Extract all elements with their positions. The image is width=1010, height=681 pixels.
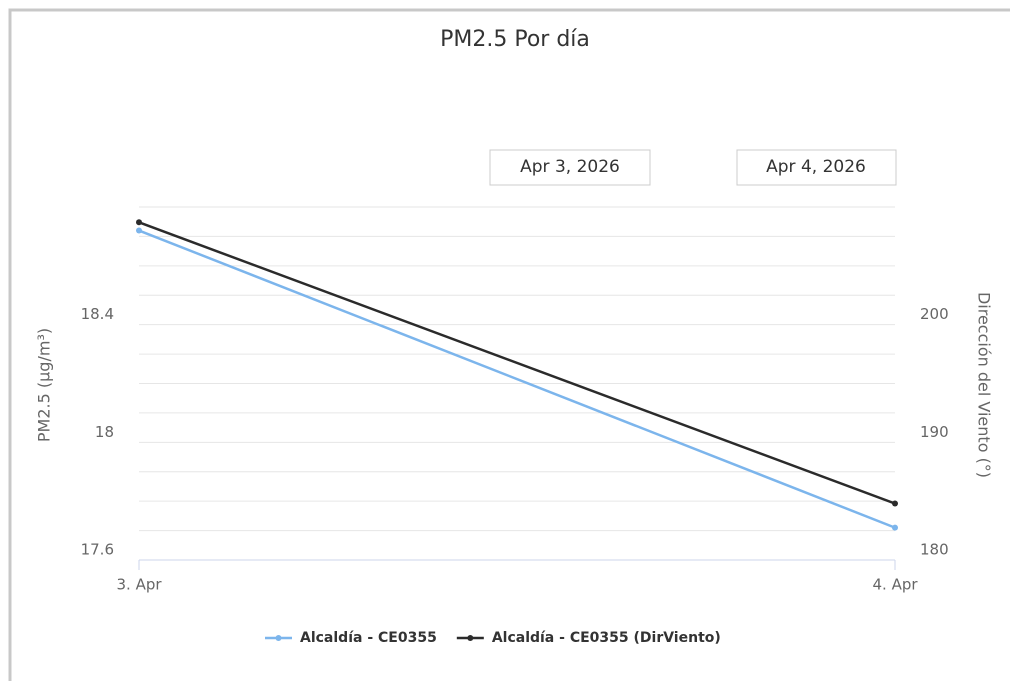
date-input[interactable] — [736, 149, 897, 186]
series-line — [138, 229, 896, 529]
legend-symbol — [275, 635, 282, 641]
y-tick-label: 18.4 — [81, 305, 114, 323]
y-tick-label: 18 — [95, 423, 114, 441]
chart-title: PM2.5 Por día — [440, 27, 590, 52]
date-input[interactable] — [489, 149, 651, 186]
y-tick-label: 17.6 — [81, 541, 114, 559]
date-to[interactable]: Apr 4, 2026 — [766, 157, 866, 177]
data-point — [136, 227, 142, 234]
y2-tick-label: 180 — [920, 541, 949, 559]
y-axis-title: PM2.5 (µg/m³) — [35, 328, 54, 442]
y2-axis-title: Dirección del Viento (°) — [975, 292, 994, 478]
x-tick-label: 4. Apr — [872, 576, 918, 594]
data-point — [892, 500, 898, 507]
data-point — [892, 524, 898, 531]
x-tick-label: 3. Apr — [116, 576, 162, 594]
y2-tick-label: 190 — [920, 423, 949, 441]
legend-symbol — [467, 635, 474, 641]
frame — [8, 8, 1010, 681]
legend-label[interactable]: Alcaldía - CE0355 (DirViento) — [492, 630, 721, 646]
y2-tick-label: 200 — [920, 305, 949, 323]
legend-label[interactable]: Alcaldía - CE0355 — [300, 630, 437, 646]
data-point — [136, 219, 142, 226]
date-from[interactable]: Apr 3, 2026 — [520, 157, 620, 177]
series-line — [138, 221, 896, 505]
